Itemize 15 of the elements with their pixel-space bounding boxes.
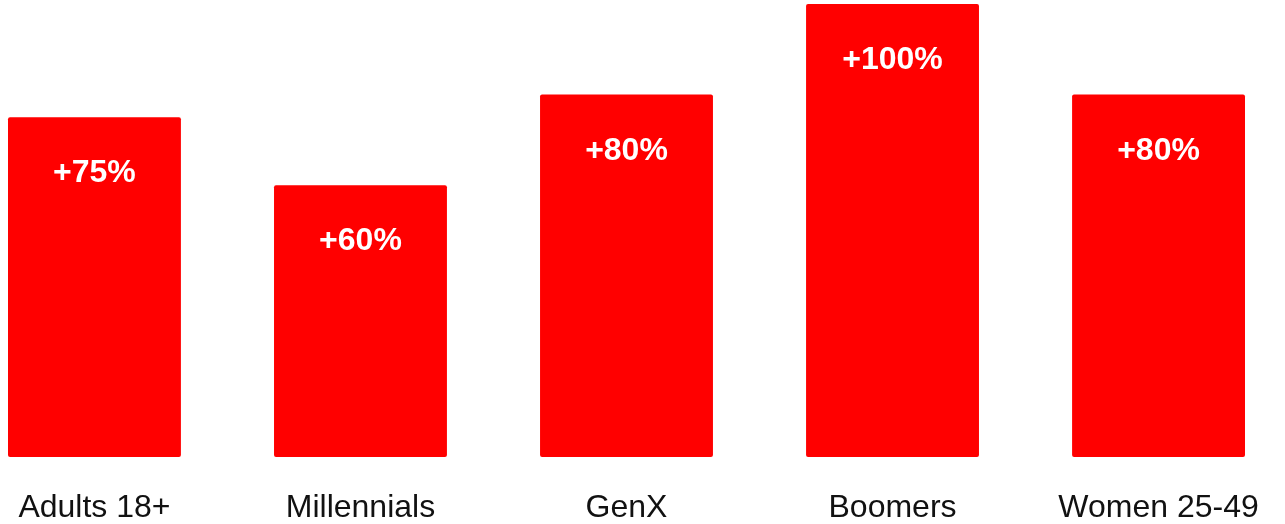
x-tick-label: Adults 18+ — [18, 488, 171, 524]
data-label: +100% — [842, 40, 943, 76]
data-label: +80% — [1117, 130, 1200, 167]
bar — [540, 94, 713, 457]
x-tick-label: Women 25-49 — [1058, 488, 1259, 524]
data-label: +75% — [53, 153, 136, 190]
bar — [806, 4, 979, 457]
data-label: +80% — [585, 130, 668, 167]
bar — [1072, 94, 1245, 457]
x-tick-label: Millennials — [285, 488, 436, 524]
bar — [274, 185, 447, 457]
x-tick-label: GenX — [585, 488, 668, 524]
data-label: +60% — [319, 221, 402, 258]
x-tick-label: Boomers — [828, 488, 957, 524]
bar — [8, 117, 181, 457]
